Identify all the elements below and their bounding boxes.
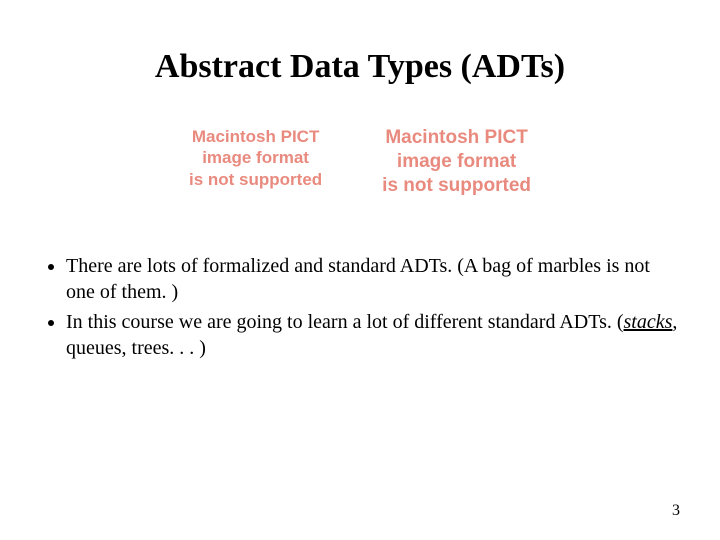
- placeholder-line: is not supported: [189, 169, 322, 190]
- pict-placeholder-right: Macintosh PICT image format is not suppo…: [382, 126, 531, 197]
- placeholder-line: image format: [382, 150, 531, 174]
- pict-placeholder-left: Macintosh PICT image format is not suppo…: [189, 126, 322, 197]
- bullet-text: In this course we are going to learn a l…: [66, 311, 624, 333]
- bullet-list: There are lots of formalized and standar…: [40, 253, 680, 361]
- placeholder-line: Macintosh PICT: [382, 126, 531, 150]
- placeholder-line: Macintosh PICT: [189, 126, 322, 147]
- bullet-item: There are lots of formalized and standar…: [66, 253, 680, 305]
- page-number: 3: [672, 502, 680, 520]
- emphasized-word: stacks: [624, 311, 673, 333]
- placeholder-line: is not supported: [382, 174, 531, 198]
- bullet-item: In this course we are going to learn a l…: [66, 309, 680, 361]
- slide-title: Abstract Data Types (ADTs): [40, 48, 680, 86]
- slide: Abstract Data Types (ADTs) Macintosh PIC…: [0, 0, 720, 540]
- bullet-text: There are lots of formalized and standar…: [66, 255, 650, 303]
- placeholder-line: image format: [189, 147, 322, 168]
- image-placeholder-row: Macintosh PICT image format is not suppo…: [40, 126, 680, 197]
